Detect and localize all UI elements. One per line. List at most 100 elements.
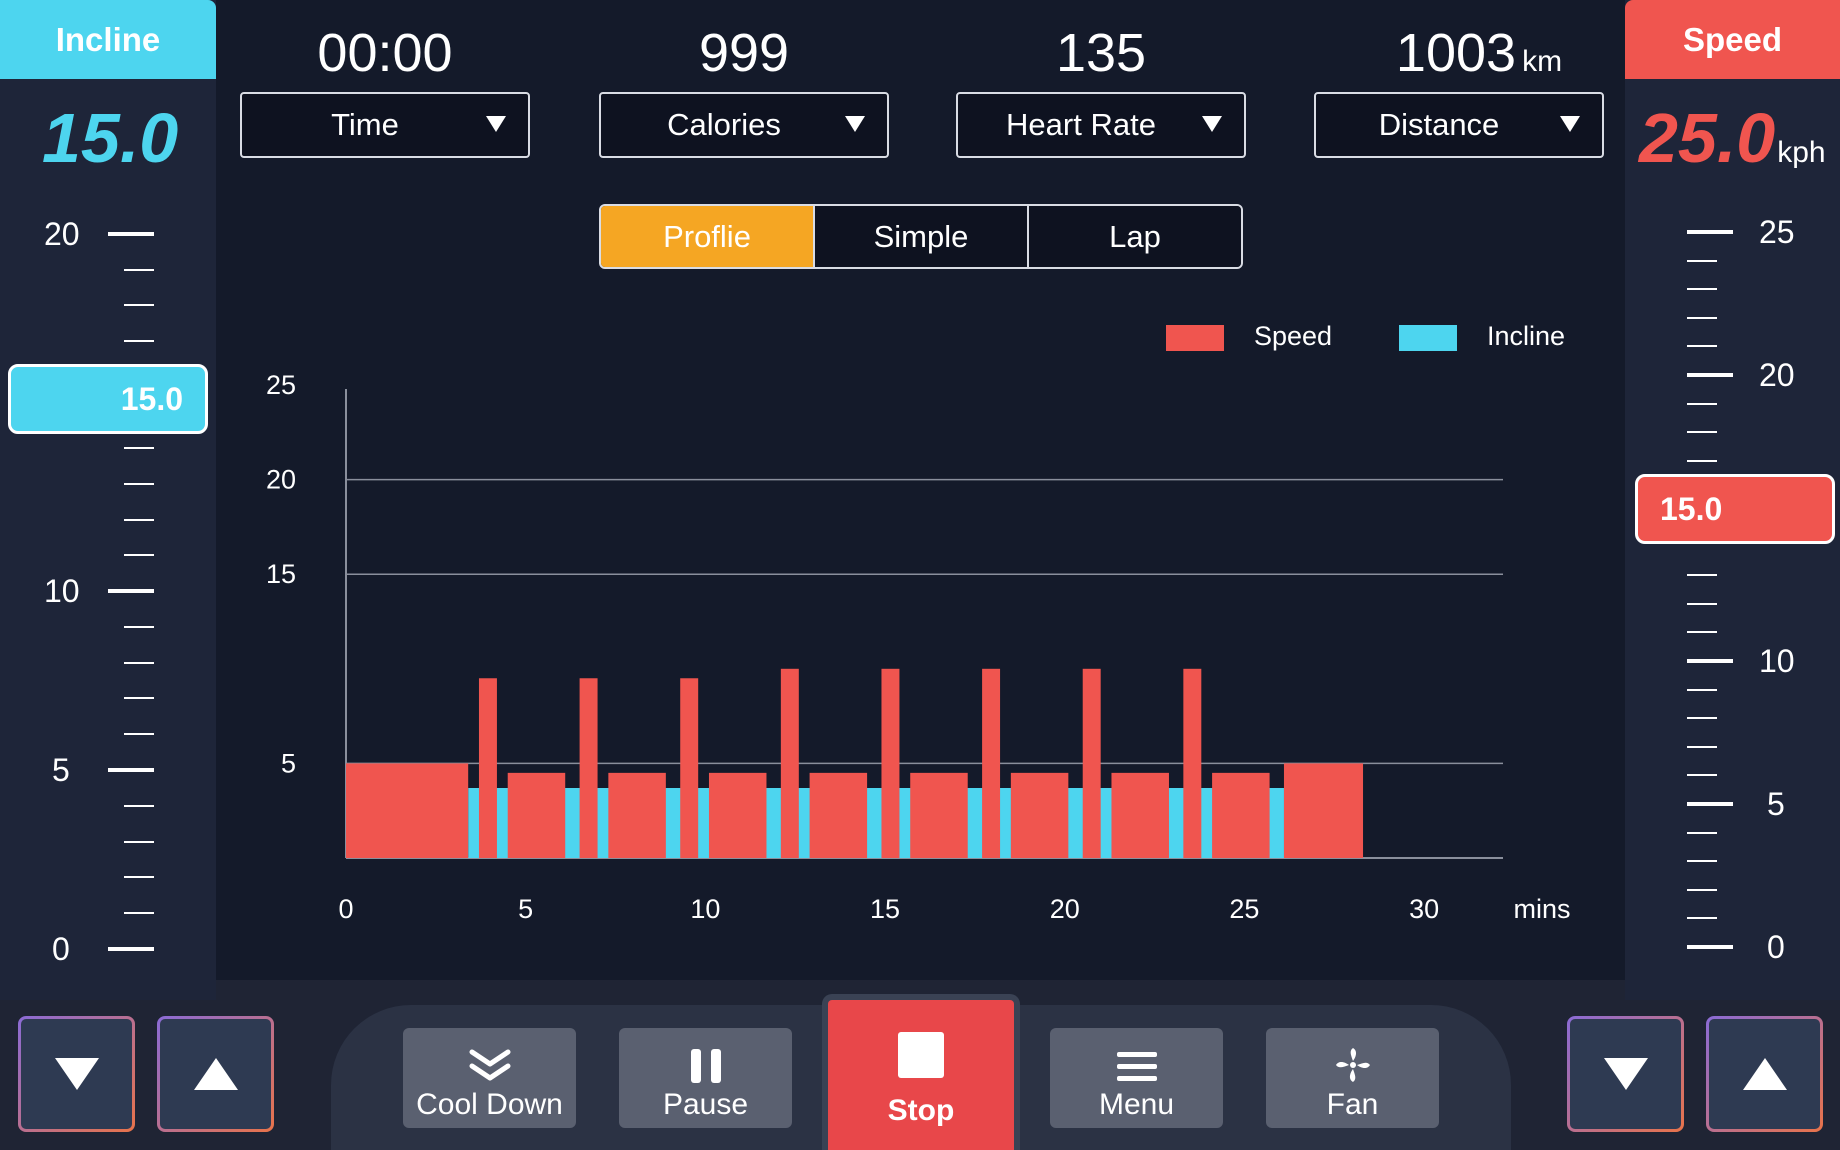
speed-bar (1283, 763, 1364, 858)
speed-scale-label: 0 (1767, 929, 1785, 965)
fan-icon (1335, 1048, 1370, 1082)
speed-header: Speed (1625, 0, 1840, 79)
speed-bar (982, 668, 1001, 858)
x-tick-label: 25 (1229, 894, 1259, 924)
speed-bar (881, 668, 900, 858)
incline-scale-label: 0 (52, 931, 70, 967)
pause-label: Pause (662, 1088, 749, 1121)
heart-rate-stat: 135 Heart Rate (956, 14, 1246, 158)
speed-bar (1010, 772, 1069, 858)
speed-legend-label: Speed (1254, 321, 1332, 351)
speed-bar (1111, 772, 1169, 858)
speed-bar (608, 772, 666, 858)
fan-label: Fan (1326, 1088, 1379, 1121)
tab-profile[interactable]: Proflie (601, 206, 815, 267)
y-tick-label: 15 (266, 559, 296, 589)
x-tick-label: 30 (1409, 894, 1439, 924)
speed-scale-label: 5 (1767, 786, 1785, 822)
chevron-down-icon (845, 116, 865, 132)
x-tick-label: 0 (338, 894, 353, 924)
calories-stat: 999 Calories (599, 14, 889, 158)
x-tick-label: 10 (690, 894, 720, 924)
chevron-down-icon (486, 116, 506, 132)
time-value: 00:00 (317, 23, 453, 83)
y-tick-label: 20 (266, 465, 296, 495)
speed-bar (680, 678, 699, 858)
tab-simple[interactable]: Simple (815, 206, 1029, 267)
speed-bar (478, 678, 497, 858)
double-chevron-down-icon (469, 1049, 510, 1081)
incline-legend-swatch (1399, 325, 1457, 351)
speed-scale[interactable]: 25 20 10 5 0 (1625, 0, 1840, 1000)
incline-slider-handle[interactable]: 15.0 (8, 364, 208, 434)
calories-label: Calories (667, 107, 781, 142)
heart-rate-dropdown[interactable]: Heart Rate (956, 92, 1246, 158)
incline-header: Incline (0, 0, 216, 79)
speed-scale-label: 25 (1759, 214, 1795, 250)
speed-legend-swatch (1166, 325, 1224, 351)
chevron-down-icon (1560, 116, 1580, 132)
profile-chart: 5 15 20 25 0 5 10 15 20 25 30 mins Speed Incline (266, 321, 1571, 924)
speed-bar (507, 772, 566, 858)
speed-bar (809, 772, 868, 858)
incline-legend-label: Incline (1487, 321, 1565, 351)
calories-value: 999 (698, 23, 790, 83)
x-tick-label: 15 (870, 894, 900, 924)
speed-bar (346, 763, 469, 858)
speed-slider-handle[interactable]: 15.0 (1635, 474, 1835, 544)
speed-bar (708, 772, 767, 858)
pause-button[interactable]: Pause (619, 1028, 792, 1128)
speed-panel: Speed 25.0kph (1625, 0, 1840, 1000)
speed-scale-label: 10 (1759, 643, 1795, 679)
pause-icon (690, 1049, 721, 1083)
arrow-down-icon (1603, 1058, 1648, 1090)
incline-scale-label: 10 (44, 573, 80, 609)
incline-up-button[interactable] (157, 1016, 274, 1132)
x-unit-label: mins (1513, 894, 1570, 924)
x-tick-label: 5 (518, 894, 533, 924)
time-dropdown[interactable]: Time (240, 92, 530, 158)
speed-bar (780, 668, 799, 858)
distance-unit: km (1522, 45, 1563, 78)
menu-icon (1116, 1052, 1157, 1081)
arrow-up-icon (1742, 1058, 1787, 1090)
y-tick-label: 5 (281, 748, 296, 778)
stop-button[interactable]: Stop (822, 994, 1020, 1150)
cool-down-button[interactable]: Cool Down (403, 1028, 576, 1128)
incline-scale-label: 5 (52, 752, 70, 788)
arrow-down-icon (54, 1058, 99, 1090)
x-tick-label: 20 (1050, 894, 1080, 924)
view-tabs: Proflie Simple Lap (599, 204, 1243, 269)
distance-value: 1003 km (1395, 23, 1563, 83)
speed-up-button[interactable] (1706, 1016, 1823, 1132)
incline-scale[interactable]: 20 10 5 0 (0, 0, 216, 1000)
speed-bar (1082, 668, 1101, 858)
menu-button[interactable]: Menu (1050, 1028, 1223, 1128)
incline-panel: Incline 15.0 (0, 0, 216, 1000)
distance-stat: 1003 km Distance (1314, 14, 1604, 158)
speed-scale-label: 20 (1759, 357, 1795, 393)
incline-down-button[interactable] (18, 1016, 135, 1132)
y-tick-label: 25 (266, 370, 296, 400)
distance-label: Distance (1378, 107, 1500, 142)
speed-value: 25.0kph (1639, 99, 1826, 177)
speed-down-button[interactable] (1567, 1016, 1684, 1132)
speed-bar (1183, 668, 1202, 858)
speed-bar (579, 678, 598, 858)
chevron-down-icon (1202, 116, 1222, 132)
arrow-up-icon (193, 1058, 238, 1090)
menu-label: Menu (1098, 1088, 1175, 1121)
speed-bar (1212, 772, 1270, 858)
fan-button[interactable]: Fan (1266, 1028, 1439, 1128)
speed-bar (910, 772, 968, 858)
distance-dropdown[interactable]: Distance (1314, 92, 1604, 158)
time-label: Time (331, 107, 399, 142)
stop-label: Stop (887, 1094, 955, 1127)
stop-icon (898, 1032, 944, 1078)
cool-down-label: Cool Down (416, 1088, 563, 1121)
calories-dropdown[interactable]: Calories (599, 92, 889, 158)
heart-rate-value: 135 (1055, 23, 1147, 83)
tab-lap[interactable]: Lap (1029, 206, 1241, 267)
speed-unit: kph (1777, 136, 1826, 169)
